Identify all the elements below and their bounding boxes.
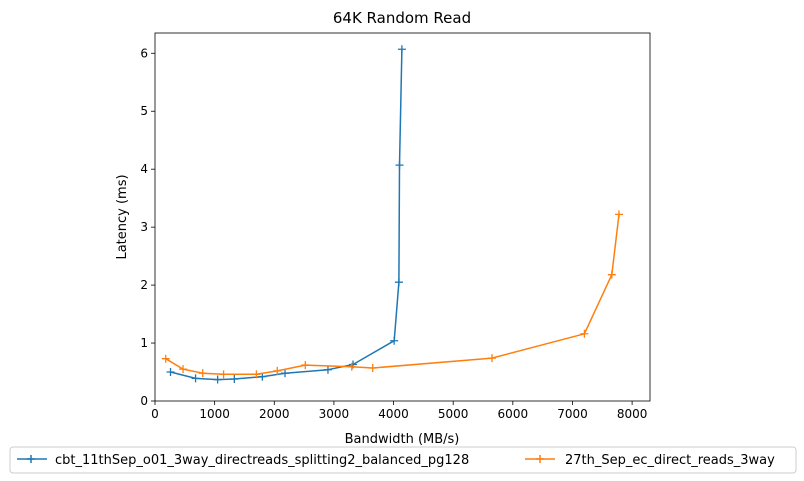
y-tick-label: 1 (140, 336, 148, 350)
y-tick-label: 2 (140, 278, 148, 292)
series-2-line (165, 214, 620, 376)
x-tick-label: 8000 (617, 407, 648, 421)
x-tick-label: 2000 (259, 407, 290, 421)
series-2-point (301, 361, 310, 370)
series-1-point (390, 336, 399, 345)
legend-frame (9, 446, 797, 474)
y-axis-label: Latency (ms) (115, 174, 130, 259)
legend-marker-series-1 (27, 455, 35, 463)
series-2 (161, 210, 623, 379)
series-1 (166, 45, 406, 384)
legend: cbt_11thSep_o01_3way_directreads_splitti… (9, 446, 797, 474)
legend-label-series-2: 27th_Sep_ec_direct_reads_3way (565, 453, 775, 468)
legend-marker-series-2 (536, 455, 544, 463)
series-1-point (166, 368, 175, 377)
series-2-point (487, 354, 496, 363)
chart-title: 64K Random Read (333, 9, 471, 27)
series-2-point (347, 362, 356, 371)
series-2-point (607, 270, 616, 279)
series-2-point (580, 329, 589, 338)
series-1-point (230, 374, 239, 383)
series-1-point (395, 161, 404, 170)
series-2-point (161, 354, 170, 363)
series-1-point (281, 369, 290, 378)
axes-frame (154, 32, 651, 402)
series-2-point (368, 363, 377, 372)
x-tick-label: 6000 (498, 407, 529, 421)
y-tick-label: 3 (140, 220, 148, 234)
x-tick-label: 4000 (378, 407, 409, 421)
series-2-point (179, 365, 188, 374)
y-tick-label: 0 (140, 394, 148, 408)
series-1-point (397, 45, 406, 54)
x-tick-label: 7000 (557, 407, 588, 421)
y-axis: 0 1 2 3 4 5 6 (140, 46, 155, 408)
series-2-point (252, 370, 261, 379)
legend-label-series-1: cbt_11thSep_o01_3way_directreads_splitti… (55, 453, 469, 468)
x-tick-label: 0 (151, 407, 159, 421)
series-1-point (394, 278, 403, 287)
series-2-point (219, 370, 228, 379)
y-tick-label: 6 (140, 46, 148, 60)
x-axis: 0 1000 2000 3000 4000 5000 6000 7000 8000 (151, 401, 647, 421)
x-tick-label: 1000 (199, 407, 230, 421)
series-2-point (273, 366, 282, 375)
y-tick-label: 4 (140, 162, 148, 176)
series-1-point (323, 365, 332, 374)
series-2-point (198, 369, 207, 378)
series-1-point (213, 375, 222, 384)
x-tick-label: 3000 (319, 407, 350, 421)
series-1-point (191, 374, 200, 383)
plot-area (161, 45, 623, 384)
x-tick-label: 5000 (438, 407, 469, 421)
series-1-line (170, 49, 403, 381)
y-tick-label: 5 (140, 104, 148, 118)
x-axis-label: Bandwidth (MB/s) (345, 432, 460, 447)
series-2-point (614, 210, 623, 219)
